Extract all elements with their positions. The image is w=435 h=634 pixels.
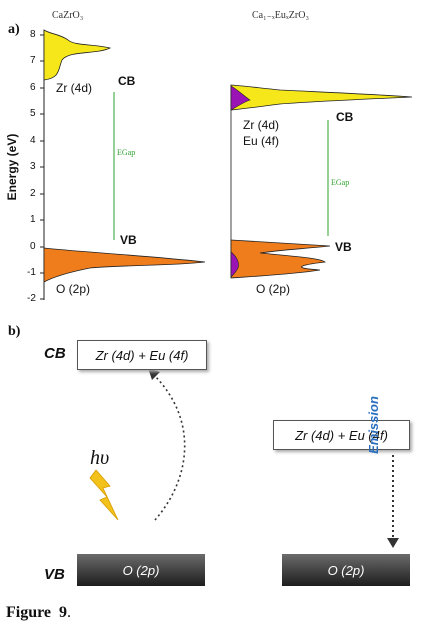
vb-level-label: VB — [44, 566, 65, 583]
vb-bar-right: O (2p) — [282, 554, 410, 586]
y-tick: 1 — [30, 214, 36, 225]
left-cb-label: CB — [118, 74, 136, 88]
right-vb-density — [230, 239, 331, 279]
left-vb-density — [43, 247, 206, 283]
panel-b-label: b) — [8, 324, 21, 339]
figure-caption-title: Figure 9 — [6, 604, 68, 621]
left-cb-density — [43, 29, 112, 81]
right-cb-orbital-1: Zr (4d) — [243, 118, 279, 132]
left-vb-label: VB — [120, 233, 137, 247]
left-gap-label: EGap — [117, 148, 136, 157]
y-tick: -1 — [27, 267, 36, 278]
cb-orbital-box: Zr (4d) + Eu (4f) — [77, 340, 207, 370]
left-plot-title: CaZrO₃ — [52, 10, 84, 21]
emission-arrowhead — [387, 538, 399, 548]
y-tick: 5 — [30, 108, 36, 119]
y-tick: -2 — [27, 293, 36, 304]
right-gap-label: EGap — [331, 178, 350, 187]
panel-a-label: a) — [8, 22, 20, 37]
y-tick: 6 — [30, 82, 36, 93]
figure-caption: Figure 9. — [6, 604, 71, 622]
excitation-arrow — [151, 372, 186, 521]
y-axis-label: Energy (eV) — [5, 133, 19, 201]
left-vb-orbital: O (2p) — [56, 282, 91, 296]
lightning-icon — [89, 469, 119, 521]
right-plot-title: Ca₁₋ₓEuₓZrO₃ — [252, 10, 309, 21]
y-tick: 4 — [30, 135, 36, 146]
vb-bar-left: O (2p) — [77, 554, 205, 586]
left-cb-orbital: Zr (4d) — [56, 81, 92, 95]
excitation-arrowhead — [148, 368, 160, 380]
y-tick: 2 — [30, 188, 36, 199]
y-tick: 8 — [30, 29, 36, 40]
y-tick: 7 — [30, 55, 36, 66]
right-cb-label: CB — [336, 110, 354, 124]
right-vb-orbital: O (2p) — [256, 282, 291, 296]
photon-label: hυ — [90, 447, 110, 469]
right-cb-eu-density — [230, 85, 251, 111]
right-cb-orbital-2: Eu (4f) — [243, 134, 280, 148]
right-vb-eu-density — [230, 251, 239, 278]
y-tick: 3 — [30, 161, 36, 172]
emission-source-box: Zr (4d) + Eu (4f) — [273, 420, 410, 450]
cb-level-label: CB — [44, 345, 66, 362]
y-tick: 0 — [30, 241, 36, 252]
right-cb-density — [230, 84, 413, 111]
emission-label: Emission — [366, 396, 381, 454]
y-axis-ticks — [40, 34, 44, 300]
right-vb-label: VB — [335, 240, 352, 254]
figure-caption-dot: . — [67, 604, 72, 621]
